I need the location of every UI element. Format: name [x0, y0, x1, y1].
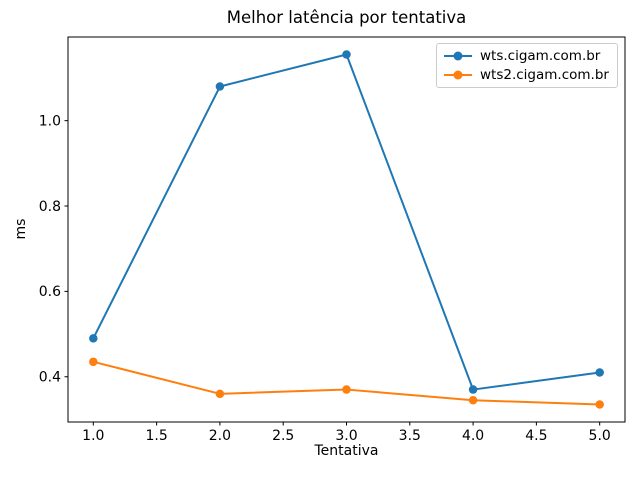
series-0-marker — [342, 50, 351, 59]
x-tick-label: 4.0 — [462, 428, 484, 444]
series-0-marker — [468, 385, 478, 394]
y-tick-label: 1.0 — [39, 113, 61, 129]
chart-title: Melhor latência por tentativa — [226, 8, 467, 27]
x-tick-label: 1.0 — [82, 428, 104, 444]
series-1-marker — [89, 357, 98, 367]
legend-item: wts2.cigam.com.br — [444, 66, 610, 85]
x-tick-label: 3.0 — [335, 428, 357, 444]
series-0-marker — [215, 82, 225, 91]
series-1-marker — [342, 385, 351, 394]
legend: wts.cigam.com.br wts2.cigam.com.br — [436, 43, 618, 88]
series-1-marker — [215, 389, 225, 399]
y-axis-label: ms — [13, 218, 29, 240]
x-tick-label: 2.5 — [272, 428, 294, 444]
y-tick-label: 0.6 — [39, 284, 61, 300]
series-0-marker — [89, 334, 98, 343]
legend-label: wts2.cigam.com.br — [480, 66, 609, 83]
series-1-marker — [595, 400, 604, 409]
x-tick-label: 2.0 — [209, 428, 231, 444]
x-tick-label: 4.5 — [525, 428, 547, 444]
axes-spines — [67, 36, 626, 423]
series-0-marker — [595, 368, 604, 377]
legend-line-marker-icon — [444, 51, 472, 61]
legend-line-marker-icon — [444, 70, 472, 80]
x-axis-label: Tentativa — [314, 443, 379, 459]
legend-item: wts.cigam.com.br — [444, 47, 610, 66]
y-tick-label: 0.8 — [39, 199, 61, 215]
series-1-marker — [468, 395, 478, 405]
x-tick-label: 5.0 — [589, 428, 611, 444]
legend-label: wts.cigam.com.br — [480, 48, 601, 65]
y-tick-label: 0.4 — [39, 370, 61, 386]
x-tick-label: 1.5 — [145, 428, 167, 444]
series-0-line — [92, 53, 600, 391]
x-tick-label: 3.5 — [399, 428, 421, 444]
